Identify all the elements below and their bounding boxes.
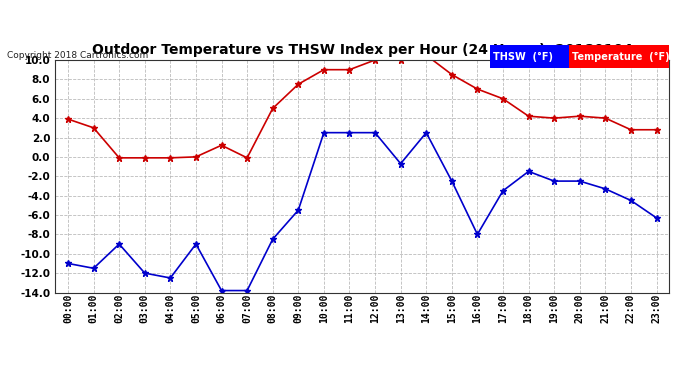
Text: Temperature  (°F): Temperature (°F) xyxy=(572,52,669,62)
Text: Copyright 2018 Cartronics.com: Copyright 2018 Cartronics.com xyxy=(7,51,148,60)
Text: THSW  (°F): THSW (°F) xyxy=(493,52,553,62)
Title: Outdoor Temperature vs THSW Index per Hour (24 Hours)  20180104: Outdoor Temperature vs THSW Index per Ho… xyxy=(92,44,633,57)
